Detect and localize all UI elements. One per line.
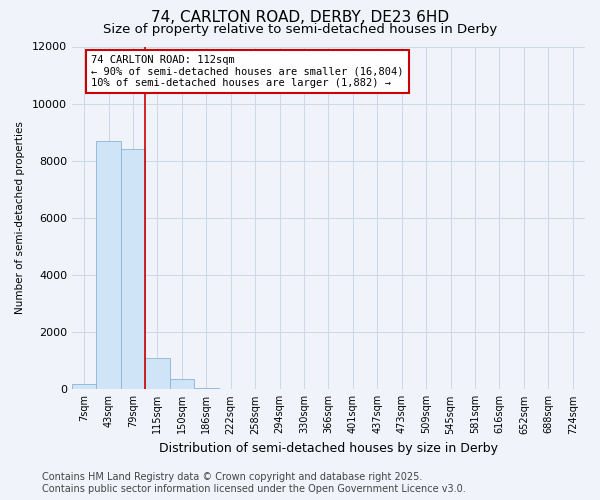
Text: 74, CARLTON ROAD, DERBY, DE23 6HD: 74, CARLTON ROAD, DERBY, DE23 6HD bbox=[151, 10, 449, 25]
Bar bbox=[72, 384, 97, 390]
Bar bbox=[170, 380, 194, 390]
Text: Size of property relative to semi-detached houses in Derby: Size of property relative to semi-detach… bbox=[103, 22, 497, 36]
X-axis label: Distribution of semi-detached houses by size in Derby: Distribution of semi-detached houses by … bbox=[159, 442, 498, 455]
Text: 74 CARLTON ROAD: 112sqm
← 90% of semi-detached houses are smaller (16,804)
10% o: 74 CARLTON ROAD: 112sqm ← 90% of semi-de… bbox=[91, 55, 404, 88]
Text: Contains HM Land Registry data © Crown copyright and database right 2025.
Contai: Contains HM Land Registry data © Crown c… bbox=[42, 472, 466, 494]
Y-axis label: Number of semi-detached properties: Number of semi-detached properties bbox=[15, 122, 25, 314]
Bar bbox=[97, 141, 121, 390]
Bar bbox=[194, 388, 218, 390]
Bar bbox=[145, 358, 170, 390]
Bar bbox=[121, 150, 145, 390]
